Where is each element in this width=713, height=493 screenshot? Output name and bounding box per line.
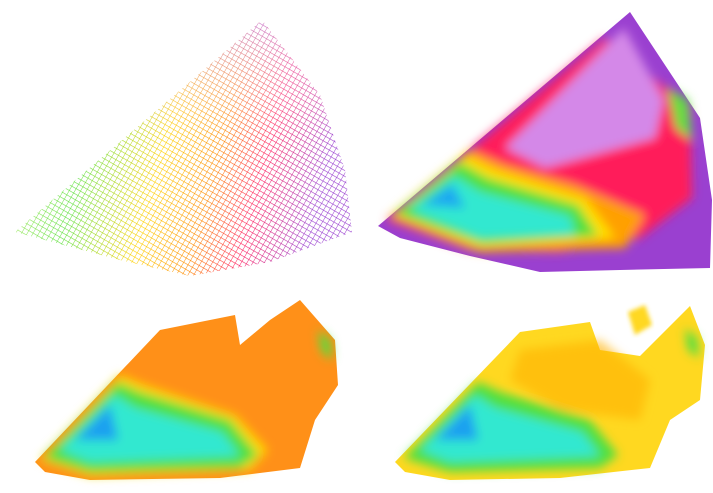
threshold-panel-b — [395, 305, 705, 480]
region-edge-green — [318, 330, 332, 360]
volume-panel — [378, 12, 712, 272]
mesh-top-tint — [15, 20, 352, 276]
mesh-panel — [15, 20, 352, 276]
region-blue — [75, 405, 118, 440]
threshold-panel-a — [35, 300, 338, 480]
region-edge-green — [668, 88, 692, 140]
region-blue — [422, 184, 465, 208]
region-orange — [510, 340, 650, 420]
region-edge-green — [685, 328, 699, 358]
region-fragment — [628, 305, 652, 335]
region-blue — [435, 405, 478, 440]
region-violet — [505, 28, 664, 168]
